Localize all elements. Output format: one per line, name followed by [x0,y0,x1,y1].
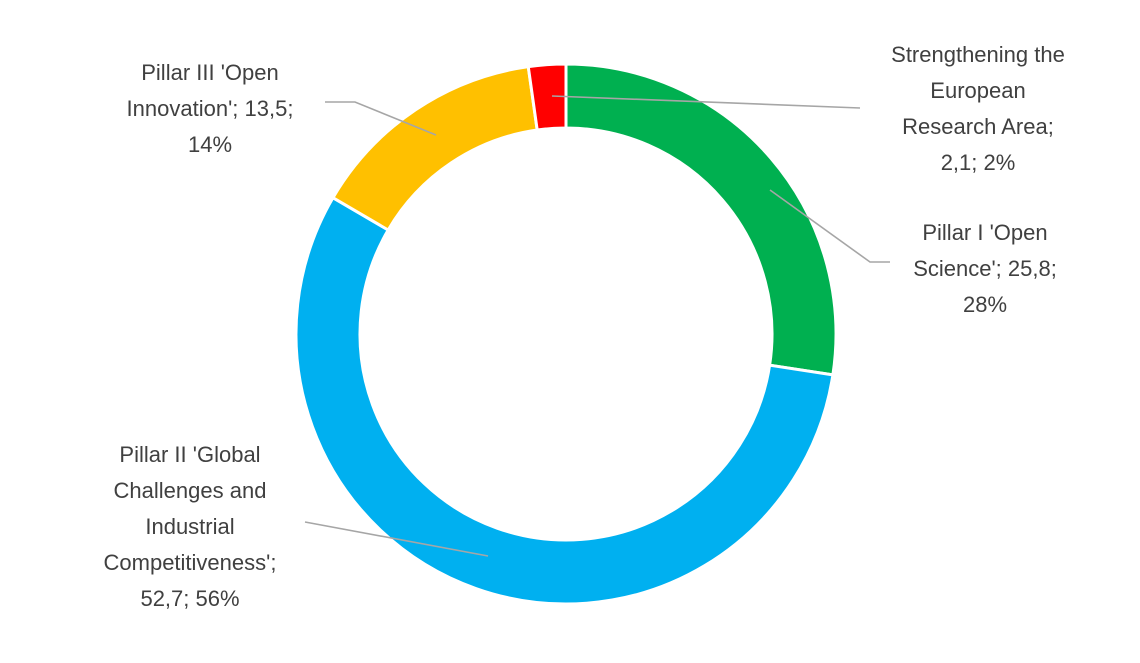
data-label-line: 2,1; 2% [941,150,1016,175]
leader-line-1 [769,189,890,263]
leader-line-3 [325,101,437,136]
data-label-line: Pillar III 'Open [141,60,278,85]
data-label-line: European [930,78,1025,103]
data-label-3: Pillar III 'Open Innovation'; 13,5; 14% [127,60,294,157]
data-label-4: Strengthening the European Research Area; 2… [891,42,1065,175]
data-label-line: 14% [188,132,232,157]
data-label-line: Competitiveness'; [104,550,277,575]
donut-slices [294,62,838,606]
data-label-line: Innovation'; 13,5; [127,96,294,121]
data-label-line: Industrial [145,514,234,539]
data-label-line: 28% [963,292,1007,317]
data-label-line: Pillar II 'Global [119,442,260,467]
donut-slice-4 [526,62,568,132]
data-label-1: Pillar I 'Open Science'; 25,8; 28% [913,220,1057,317]
donut-slice-1 [564,62,838,377]
data-label-line: Strengthening the [891,42,1065,67]
data-label-line: Pillar I 'Open [922,220,1047,245]
leader-line-2 [304,521,489,557]
data-label-line: 52,7; 56% [140,586,239,611]
data-label-2: Pillar II 'Global Challenges and Industria… [104,442,277,611]
data-label-line: Science'; 25,8; [913,256,1057,281]
donut-slice-3 [330,64,539,233]
leader-lines [304,95,890,557]
data-label-line: Research Area; [902,114,1054,139]
leader-line-4 [551,95,861,109]
data-labels: Pillar I 'Open Science'; 25,8; 28%Pillar I… [104,42,1065,611]
donut-slice-2 [294,195,835,606]
data-label-line: Challenges and [114,478,267,503]
